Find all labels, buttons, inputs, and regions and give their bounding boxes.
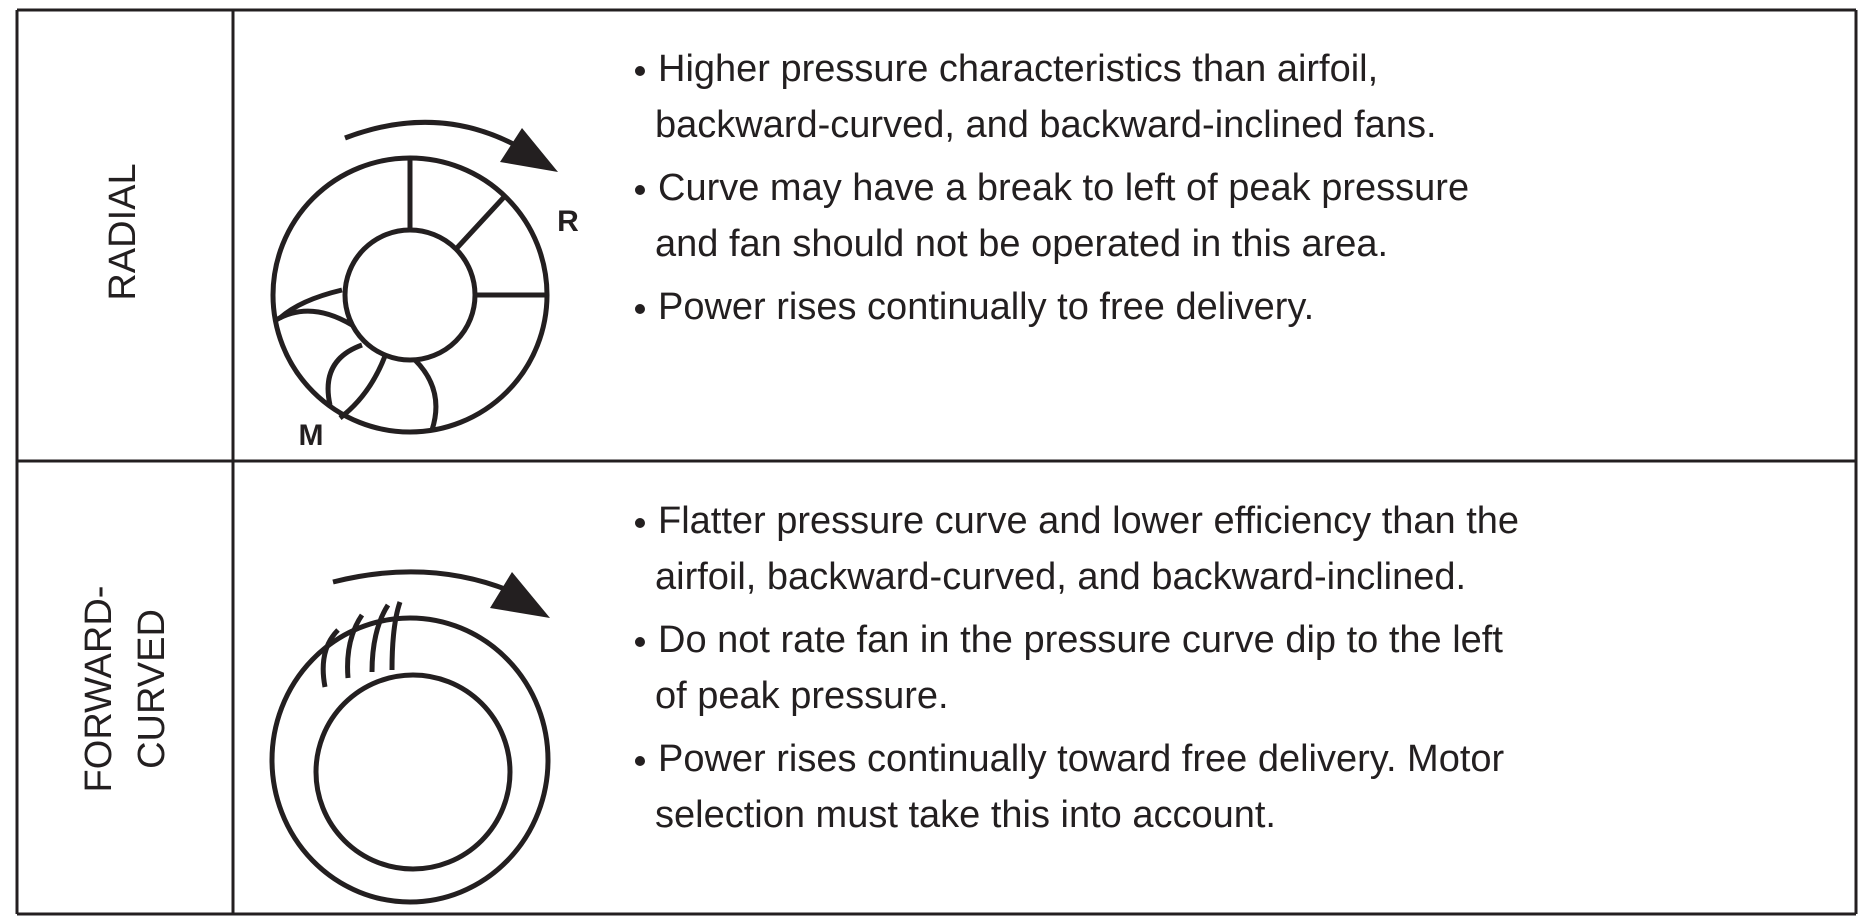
blade	[389, 601, 403, 671]
bullet-text: selection must take this into account.	[655, 794, 1276, 836]
bullet-text: Curve may have a break to left of peak p…	[658, 167, 1469, 209]
blade	[345, 613, 365, 679]
blade	[320, 628, 340, 688]
bullet-text: backward-curved, and backward-inclined f…	[655, 104, 1437, 146]
arrow-head	[490, 572, 550, 618]
bullet	[635, 304, 645, 314]
bullet	[635, 185, 645, 195]
table-frame	[15, 8, 1858, 916]
blade	[325, 342, 363, 406]
forward-curved-icon	[269, 569, 551, 905]
blade	[278, 287, 343, 320]
blade	[413, 358, 439, 431]
inner-circle	[313, 672, 513, 872]
radial-icon	[270, 119, 558, 435]
bullet-text: and fan should not be operated in this a…	[655, 223, 1388, 265]
row-label: RADIAL	[102, 163, 144, 300]
blade	[454, 194, 507, 251]
bullet	[635, 637, 645, 647]
diagram-label: M	[299, 419, 324, 452]
row-label: CURVED	[131, 609, 173, 769]
arrow-head	[500, 128, 558, 172]
inner-circle	[342, 227, 478, 363]
bullet-text: Power rises continually to free delivery…	[658, 286, 1314, 328]
bullet	[635, 66, 645, 76]
bullet	[635, 756, 645, 766]
row-label: FORWARD-	[78, 586, 120, 793]
bullet	[635, 518, 645, 528]
diagram-label: R	[557, 205, 579, 238]
bullet-text: airfoil, backward-curved, and backward-i…	[655, 556, 1466, 598]
bullet-text: Higher pressure characteristics than air…	[658, 48, 1378, 90]
blade	[338, 355, 388, 420]
bullet-text: Power rises continually toward free deli…	[658, 738, 1505, 780]
bullet-text: Flatter pressure curve and lower efficie…	[658, 500, 1519, 542]
bullet-text: Do not rate fan in the pressure curve di…	[658, 619, 1503, 661]
outer-circle	[269, 615, 551, 905]
blade	[369, 603, 391, 673]
bullet-text: of peak pressure.	[655, 675, 949, 717]
